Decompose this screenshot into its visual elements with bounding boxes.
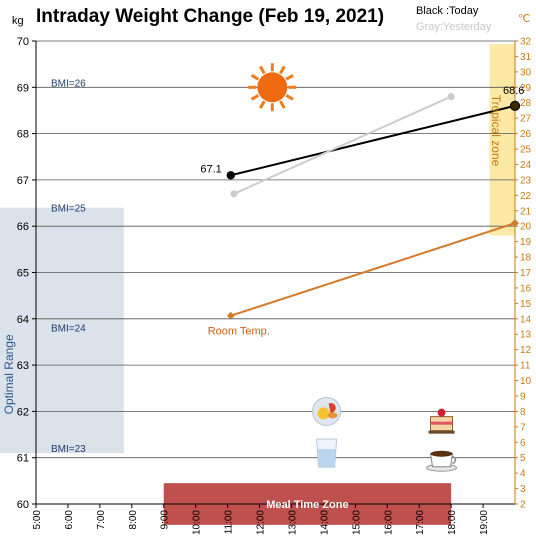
- right-tick-label: 16: [520, 283, 532, 294]
- x-tick-label: 8:00: [128, 510, 139, 530]
- right-tick-label: 21: [520, 206, 532, 217]
- optimal-range-label: Optimal Range: [2, 334, 16, 414]
- right-tick-label: 10: [520, 376, 532, 387]
- bmi-label: BMI=24: [51, 324, 86, 335]
- right-tick-label: 24: [520, 160, 532, 171]
- right-tick-label: 26: [520, 129, 532, 140]
- series-point-today: [226, 171, 235, 180]
- x-tick-label: 10:00: [192, 510, 203, 535]
- x-tick-label: 13:00: [287, 510, 298, 535]
- right-tick-label: 4: [520, 469, 526, 480]
- x-tick-label: 16:00: [383, 510, 394, 535]
- left-tick-label: 70: [17, 36, 29, 48]
- right-tick-label: 14: [520, 314, 532, 325]
- right-tick-label: 30: [520, 67, 532, 78]
- left-tick-label: 66: [17, 221, 29, 233]
- right-tick-label: 7: [520, 422, 526, 433]
- water-glass-icon: [316, 438, 338, 468]
- meal-time-zone-label: Meal Time Zone: [266, 499, 348, 511]
- right-tick-label: 23: [520, 175, 532, 186]
- left-tick-label: 67: [17, 175, 29, 187]
- series-point-today-end: [509, 100, 521, 111]
- x-tick-label: 17:00: [415, 510, 426, 535]
- bmi-label: BMI=26: [51, 78, 86, 89]
- left-axis-unit: kg: [12, 15, 24, 27]
- legend-today: Black :Today: [416, 5, 479, 17]
- data-label: 68.6: [503, 85, 524, 97]
- room-temp-label: Room Temp.: [208, 326, 270, 338]
- right-tick-label: 15: [520, 299, 532, 310]
- sun-icon: [248, 63, 297, 112]
- bmi-label: BMI=25: [51, 203, 86, 214]
- right-tick-label: 22: [520, 191, 532, 202]
- series-point-yesterday: [447, 92, 455, 101]
- left-tick-label: 63: [17, 360, 29, 372]
- left-tick-label: 69: [17, 82, 29, 94]
- right-tick-label: 29: [520, 83, 532, 94]
- right-tick-label: 9: [520, 391, 526, 402]
- right-tick-label: 8: [520, 407, 526, 418]
- data-label: 67.1: [200, 163, 221, 175]
- right-tick-label: 3: [520, 484, 526, 495]
- x-tick-label: 9:00: [160, 510, 171, 530]
- series-point-yesterday: [230, 190, 238, 198]
- tropical-zone-label: Tropical zone: [489, 95, 503, 167]
- left-tick-label: 68: [17, 129, 29, 141]
- tropical-zone-band: [489, 44, 515, 236]
- right-tick-label: 6: [520, 438, 526, 449]
- coffee-cup-icon: [426, 450, 458, 472]
- optimal-range-band: [0, 207, 124, 454]
- right-tick-label: 25: [520, 145, 532, 156]
- left-tick-label: 60: [17, 499, 29, 511]
- breakfast-plate-icon: [312, 396, 342, 426]
- right-axis-unit: ℃: [518, 13, 530, 25]
- right-tick-label: 12: [520, 345, 532, 356]
- series-point-room-temp: [226, 311, 235, 320]
- right-tick-label: 13: [520, 330, 532, 341]
- x-tick-label: 15:00: [351, 510, 362, 535]
- x-tick-label: 5:00: [32, 510, 43, 530]
- left-tick-label: 64: [17, 314, 29, 326]
- x-tick-label: 7:00: [96, 510, 107, 530]
- x-tick-label: 6:00: [64, 510, 75, 530]
- x-tick-label: 19:00: [479, 510, 490, 535]
- right-tick-label: 19: [520, 237, 532, 248]
- bmi-label: BMI=23: [51, 444, 86, 455]
- legend-yesterday: Gray:Yesterday: [416, 21, 492, 33]
- chart-title: Intraday Weight Change (Feb 19, 2021): [36, 6, 384, 27]
- x-tick-label: 11:00: [224, 510, 235, 535]
- right-tick-label: 5: [520, 453, 526, 464]
- series-line-room-temp: [230, 222, 516, 317]
- right-tick-label: 2: [520, 500, 526, 511]
- right-tick-label: 27: [520, 114, 532, 125]
- right-tick-label: 20: [520, 222, 532, 233]
- series-line-yesterday: [233, 95, 452, 195]
- x-tick-label: 18:00: [447, 510, 458, 535]
- right-tick-label: 11: [520, 361, 531, 372]
- left-tick-label: 62: [17, 406, 29, 418]
- right-tick-label: 31: [520, 52, 532, 63]
- right-tick-label: 32: [520, 37, 532, 48]
- left-tick-label: 61: [17, 453, 29, 465]
- left-tick-label: 65: [17, 268, 29, 280]
- right-tick-label: 18: [520, 253, 532, 264]
- cake-icon: [428, 408, 455, 434]
- right-tick-label: 17: [520, 268, 532, 279]
- series-line-today: [230, 104, 516, 177]
- x-tick-label: 12:00: [256, 510, 267, 535]
- right-tick-label: 28: [520, 98, 532, 109]
- x-tick-label: 14:00: [319, 510, 330, 535]
